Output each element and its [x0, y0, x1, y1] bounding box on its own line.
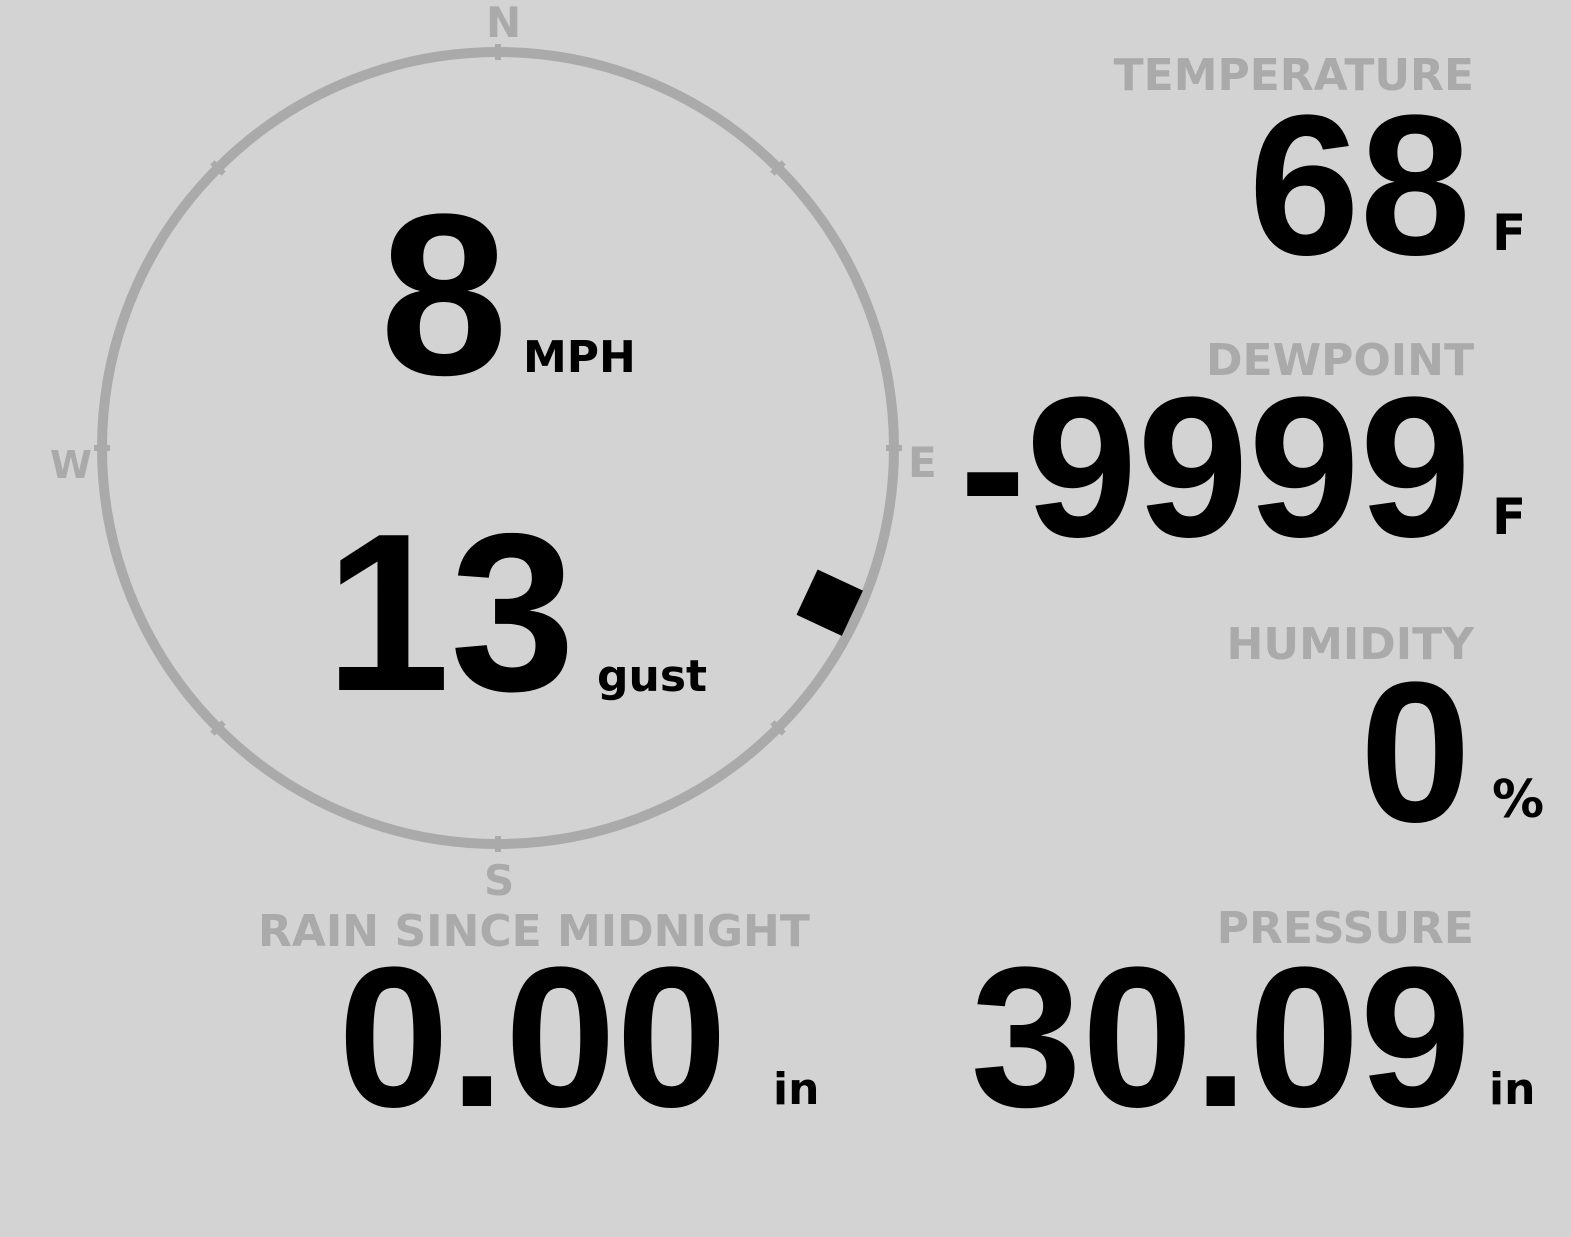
compass-ring: [97, 47, 899, 849]
pressure-value: 30.09: [970, 926, 1472, 1149]
rain-label: RAIN SINCE MIDNIGHT: [258, 906, 810, 957]
humidity-unit: %: [1492, 770, 1545, 830]
pressure-unit: in: [1489, 1064, 1536, 1115]
wind-speed-unit: MPH: [523, 332, 636, 383]
dewpoint-unit: F: [1492, 488, 1527, 546]
compass-west-label: W: [50, 443, 92, 487]
compass-south-label: S: [484, 856, 515, 905]
dewpoint-label: DEWPOINT: [1206, 335, 1474, 386]
wind-direction-needle: [796, 569, 863, 636]
temperature-value: 68: [1248, 74, 1471, 297]
rain-value: 0.00: [338, 926, 728, 1149]
rain-unit: in: [773, 1064, 820, 1115]
compass-north-label: N: [486, 0, 522, 47]
pressure-label: PRESSURE: [1216, 903, 1474, 954]
temperature-label: TEMPERATURE: [1113, 50, 1474, 101]
wind-gust-value: 13: [325, 486, 576, 738]
temperature-unit: F: [1492, 204, 1527, 262]
dewpoint-value: -9999: [959, 356, 1471, 579]
wind-gust-unit: gust: [597, 651, 708, 702]
compass-east-label: E: [908, 438, 937, 487]
humidity-value: 0: [1359, 641, 1471, 864]
wind-speed-value: 8: [380, 166, 508, 423]
humidity-label: HUMIDITY: [1226, 619, 1474, 670]
